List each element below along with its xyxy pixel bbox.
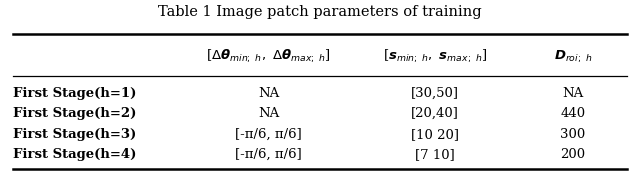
Text: First Stage(h=1): First Stage(h=1) bbox=[13, 87, 136, 100]
Text: NA: NA bbox=[258, 87, 280, 100]
Text: [-π/6, π/6]: [-π/6, π/6] bbox=[236, 148, 302, 161]
Text: 200: 200 bbox=[560, 148, 586, 161]
Text: [$\boldsymbol{s}_{min;\ h},\ \boldsymbol{s}_{max;\ h}$]: [$\boldsymbol{s}_{min;\ h},\ \boldsymbol… bbox=[383, 48, 488, 65]
Text: [30,50]: [30,50] bbox=[412, 87, 460, 100]
Text: [20,40]: [20,40] bbox=[412, 107, 459, 120]
Text: First Stage(h=4): First Stage(h=4) bbox=[13, 148, 136, 161]
Text: First Stage(h=2): First Stage(h=2) bbox=[13, 107, 136, 120]
Text: 440: 440 bbox=[560, 107, 586, 120]
Text: $\boldsymbol{D}_{roi;\ h}$: $\boldsymbol{D}_{roi;\ h}$ bbox=[554, 48, 592, 65]
Text: [10 20]: [10 20] bbox=[412, 128, 460, 141]
Text: NA: NA bbox=[258, 107, 280, 120]
Text: 300: 300 bbox=[560, 128, 586, 141]
Text: First Stage(h=3): First Stage(h=3) bbox=[13, 128, 136, 141]
Text: [7 10]: [7 10] bbox=[415, 148, 455, 161]
Text: [-π/6, π/6]: [-π/6, π/6] bbox=[236, 128, 302, 141]
Text: [$\Delta\boldsymbol{\theta}_{min;\ h},\ \Delta\boldsymbol{\theta}_{max;\ h}$]: [$\Delta\boldsymbol{\theta}_{min;\ h},\ … bbox=[206, 48, 332, 65]
Text: Table 1 Image patch parameters of training: Table 1 Image patch parameters of traini… bbox=[158, 5, 482, 19]
Text: NA: NA bbox=[562, 87, 584, 100]
